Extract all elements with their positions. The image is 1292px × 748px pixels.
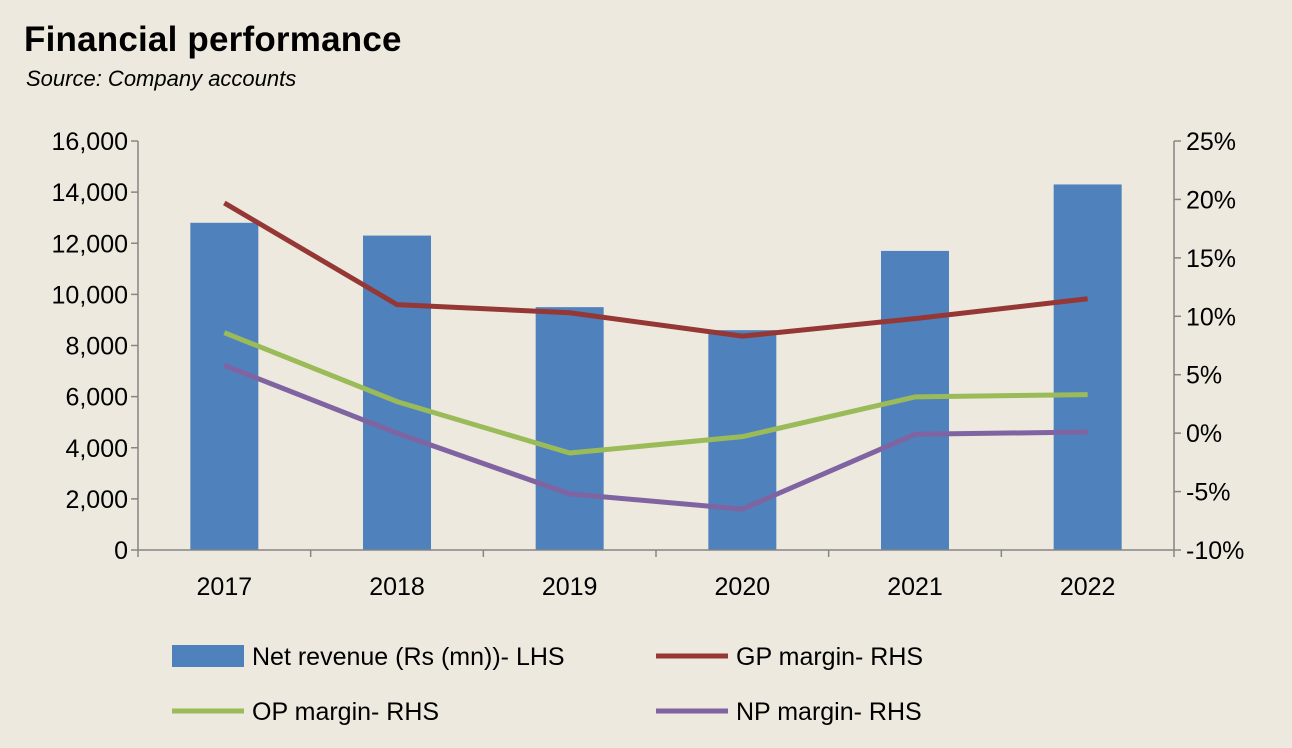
chart-title: Financial performance xyxy=(24,20,402,59)
left-axis-tick-label: 12,000 xyxy=(52,230,128,258)
right-axis-tick-label: -10% xyxy=(1186,537,1244,565)
right-axis-tick-label: 0% xyxy=(1186,420,1222,448)
bar-2022 xyxy=(1053,184,1122,551)
left-axis-tick-label: 0 xyxy=(114,537,128,565)
legend-item-label: GP margin- RHS xyxy=(736,643,923,671)
chart-subtitle: Source: Company accounts xyxy=(26,66,297,91)
right-axis-tick-label: 15% xyxy=(1186,245,1236,273)
right-axis-tick-label: 10% xyxy=(1186,303,1236,331)
bar-2017 xyxy=(190,222,259,551)
x-axis-tick-label: 2020 xyxy=(715,573,771,601)
line-series-group xyxy=(223,200,1088,512)
axes-group xyxy=(131,140,1181,557)
left-axis-tick-label: 6,000 xyxy=(65,384,128,412)
x-axis-tick-label: 2019 xyxy=(542,573,598,601)
legend: Net revenue (Rs (mn))- LHS GP margin- RHS… xyxy=(172,643,923,726)
gp-margin-line xyxy=(223,200,1088,339)
left-axis-tick-label: 14,000 xyxy=(52,179,128,207)
legend-swatch-bar xyxy=(172,645,244,667)
np-margin-line xyxy=(223,363,1088,512)
x-axis-tick-label: 2018 xyxy=(369,573,425,601)
op-margin-line xyxy=(223,330,1088,456)
right-axis-tick-label: 25% xyxy=(1186,128,1236,156)
right-axis-tick-label: -5% xyxy=(1186,479,1230,507)
legend-item-label: NP margin- RHS xyxy=(736,698,922,726)
left-axis-tick-label: 2,000 xyxy=(65,486,128,514)
right-axis-tick-label: 20% xyxy=(1186,186,1236,214)
x-axis-tick-label: 2021 xyxy=(887,573,943,601)
x-axis-tick-label: 2022 xyxy=(1060,573,1116,601)
tick-labels-group: 0 2,000 4,000 6,000 8,000 10,000 12,000 14,000 1… xyxy=(52,128,1245,601)
legend-item-label: Net revenue (Rs (mn))- LHS xyxy=(252,643,565,671)
left-axis-tick-label: 8,000 xyxy=(65,333,128,361)
bar-2019 xyxy=(535,307,604,550)
left-axis-tick-label: 10,000 xyxy=(52,281,128,309)
legend-item-label: OP margin- RHS xyxy=(252,698,439,726)
x-axis-tick-label: 2017 xyxy=(197,573,253,601)
bar-series-group xyxy=(190,184,1122,551)
left-axis-tick-label: 16,000 xyxy=(52,128,128,156)
right-axis-tick-label: 5% xyxy=(1186,362,1222,390)
left-axis-tick-label: 4,000 xyxy=(65,435,128,463)
